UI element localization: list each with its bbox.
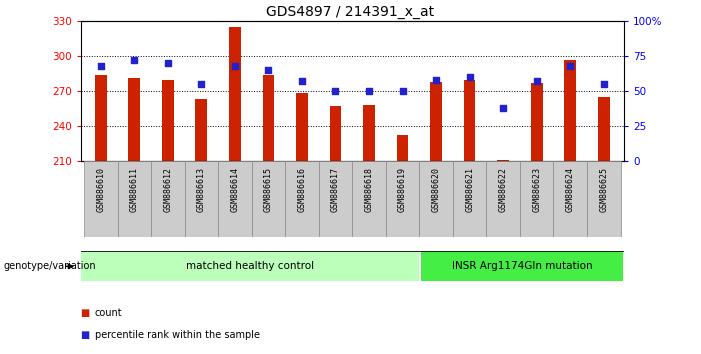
Point: [598, 81, 609, 87]
Bar: [564, 60, 576, 161]
Text: GSM886624: GSM886624: [566, 167, 575, 212]
Bar: [285, 161, 319, 237]
Bar: [531, 83, 543, 161]
Point: [196, 81, 207, 87]
Bar: [419, 161, 453, 237]
Bar: [184, 161, 218, 237]
Point: [129, 58, 140, 63]
Bar: [95, 75, 107, 161]
Bar: [430, 82, 442, 161]
Text: GSM886619: GSM886619: [398, 167, 407, 212]
Text: GSM886611: GSM886611: [130, 167, 139, 212]
Bar: [218, 161, 252, 237]
Bar: [128, 78, 140, 161]
Text: count: count: [95, 308, 122, 318]
Bar: [386, 161, 419, 237]
Point: [531, 79, 543, 84]
Bar: [196, 99, 207, 161]
Point: [564, 63, 576, 69]
Point: [397, 88, 408, 94]
Text: GSM886615: GSM886615: [264, 167, 273, 212]
Bar: [319, 161, 353, 237]
Bar: [353, 161, 386, 237]
Point: [363, 88, 374, 94]
Text: GSM886623: GSM886623: [532, 167, 541, 212]
Text: genotype/variation: genotype/variation: [4, 261, 96, 272]
Bar: [263, 75, 274, 161]
Bar: [497, 160, 509, 161]
Text: GSM886622: GSM886622: [498, 167, 508, 212]
Bar: [363, 105, 375, 161]
Text: ■: ■: [81, 308, 90, 318]
Point: [498, 105, 509, 111]
Bar: [162, 80, 174, 161]
Point: [330, 88, 341, 94]
Bar: [296, 93, 308, 161]
Text: GSM886618: GSM886618: [365, 167, 374, 212]
Point: [263, 67, 274, 73]
Text: GSM886612: GSM886612: [163, 167, 172, 212]
Bar: [329, 106, 341, 161]
Point: [229, 63, 240, 69]
Text: percentile rank within the sample: percentile rank within the sample: [95, 330, 259, 339]
Bar: [554, 161, 587, 237]
Bar: [84, 161, 118, 237]
Bar: [81, 251, 419, 281]
Bar: [453, 161, 486, 237]
Point: [162, 60, 173, 66]
Bar: [397, 136, 409, 161]
Text: GSM886616: GSM886616: [297, 167, 306, 212]
Text: GSM886620: GSM886620: [432, 167, 441, 212]
Text: GSM886621: GSM886621: [465, 167, 474, 212]
Point: [95, 63, 107, 69]
Bar: [421, 251, 623, 281]
Point: [464, 74, 475, 80]
Text: matched healthy control: matched healthy control: [186, 261, 315, 272]
Bar: [229, 27, 240, 161]
Bar: [598, 97, 610, 161]
Point: [297, 79, 308, 84]
Text: GSM886625: GSM886625: [599, 167, 608, 212]
Text: INSR Arg1174Gln mutation: INSR Arg1174Gln mutation: [451, 261, 592, 272]
Text: GSM886613: GSM886613: [197, 167, 206, 212]
Bar: [486, 161, 520, 237]
Bar: [252, 161, 285, 237]
Bar: [520, 161, 554, 237]
Bar: [464, 80, 475, 161]
Bar: [151, 161, 184, 237]
Text: GSM886617: GSM886617: [331, 167, 340, 212]
Text: GSM886614: GSM886614: [231, 167, 239, 212]
Point: [430, 77, 442, 83]
Text: GDS4897 / 214391_x_at: GDS4897 / 214391_x_at: [266, 5, 435, 19]
Text: GSM886610: GSM886610: [96, 167, 105, 212]
Bar: [587, 161, 620, 237]
Text: ■: ■: [81, 330, 90, 339]
Bar: [118, 161, 151, 237]
